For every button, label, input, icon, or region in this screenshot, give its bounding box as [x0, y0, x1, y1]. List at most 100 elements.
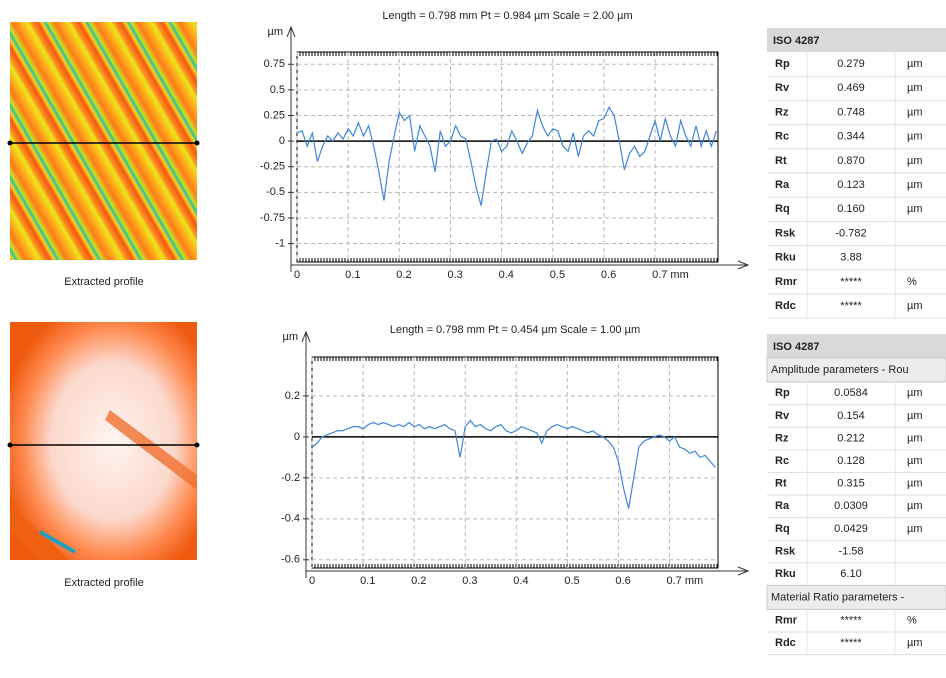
section-header — [766, 357, 946, 383]
x-tick-label: 0.3 — [462, 575, 477, 587]
table-cell: 0.344 — [837, 131, 865, 143]
table-cell: µm — [907, 155, 923, 167]
table-cell: 0.0309 — [834, 500, 868, 512]
y-tick-label: 0 — [279, 135, 285, 147]
table-cell: ***** — [840, 637, 862, 649]
table-cell: Ra — [775, 179, 790, 191]
surface-image-2 — [7, 322, 200, 560]
table-cell: 0.279 — [837, 58, 865, 70]
x-tick-label: 0.2 — [396, 269, 411, 281]
table-cell: 3.88 — [840, 252, 861, 264]
section-header — [766, 584, 946, 610]
y-tick-label: 0.75 — [264, 58, 285, 70]
plot-frame — [311, 356, 719, 569]
x-tick-label: 0.4 — [499, 269, 514, 281]
table-cell: % — [907, 276, 917, 288]
table-cell: µm — [907, 455, 923, 467]
table-cell: Rv — [775, 82, 790, 94]
table-cell: µm — [907, 82, 923, 94]
profile-line — [296, 106, 718, 206]
table-cell: Rt — [775, 478, 787, 490]
table-cell: ***** — [840, 615, 862, 627]
y-tick-label: -0.6 — [281, 554, 300, 566]
x-tick-label: 0.2 — [411, 575, 426, 587]
table-cell: 0.123 — [837, 179, 865, 191]
table-cell: 0.154 — [837, 410, 865, 422]
table-cell: 0.0584 — [834, 387, 868, 399]
table-cell: µm — [907, 500, 923, 512]
table-cell: 0.870 — [837, 155, 865, 167]
x-tick-label: 0.7 mm — [652, 269, 689, 281]
table-cell: µm — [907, 58, 923, 70]
table-cell: Rdc — [775, 300, 796, 312]
table-cell: Rt — [775, 155, 787, 167]
table-cell: µm — [907, 410, 923, 422]
table-cell: 0.469 — [837, 82, 865, 94]
image-caption: Extracted profile — [64, 577, 143, 589]
table-cell: µm — [907, 106, 923, 118]
section-heading: Material Ratio parameters - — [771, 591, 905, 603]
table-cell: Rdc — [775, 637, 796, 649]
y-tick-label: -0.25 — [260, 161, 285, 173]
y-axis-label: µm — [267, 26, 283, 38]
surface-image-1 — [7, 22, 200, 260]
table-header — [767, 334, 946, 358]
table-cell: µm — [907, 523, 923, 535]
x-tick-label: 0.4 — [513, 575, 528, 587]
x-tick-label: 0.6 — [615, 575, 630, 587]
y-tick-label: -1 — [275, 237, 285, 249]
image-caption: Extracted profile — [64, 276, 143, 288]
table-cell: Rz — [775, 106, 789, 118]
table-cell: 0.128 — [837, 455, 865, 467]
chart-title: Length = 0.798 mm Pt = 0.454 µm Scale = … — [390, 324, 640, 336]
table-cell: Rmr — [775, 276, 798, 288]
table-cell: Rmr — [775, 615, 798, 627]
table-title: ISO 4287 — [773, 341, 819, 353]
table-cell: µm — [907, 637, 923, 649]
table-cell: µm — [907, 432, 923, 444]
y-tick-label: -0.2 — [281, 472, 300, 484]
table-cell: 0.748 — [837, 106, 865, 118]
y-tick-label: -0.75 — [260, 212, 285, 224]
table-cell: Ra — [775, 500, 790, 512]
table-cell: 0.160 — [837, 203, 865, 215]
x-tick-label: 0.3 — [447, 269, 462, 281]
table-cell: ***** — [840, 300, 862, 312]
y-axis-arrow — [286, 25, 296, 272]
table-cell: Rq — [775, 203, 790, 215]
x-tick-label: 0.1 — [360, 575, 375, 587]
table-header — [767, 28, 946, 52]
x-tick-label: 0.1 — [345, 269, 360, 281]
y-axis-label: µm — [282, 331, 298, 343]
y-tick-label: -0.5 — [266, 186, 285, 198]
chart-title: Length = 0.798 mm Pt = 0.984 µm Scale = … — [382, 10, 632, 22]
table-cell: Rq — [775, 523, 790, 535]
table-cell: Rc — [775, 131, 789, 143]
section-heading: Amplitude parameters - Rou — [771, 364, 909, 376]
y-tick-label: 0.5 — [270, 84, 285, 96]
x-tick-label: 0.6 — [601, 269, 616, 281]
y-tick-label: 0 — [294, 431, 300, 443]
table-cell: Rp — [775, 58, 790, 70]
table-cell: µm — [907, 478, 923, 490]
table-cell: ***** — [840, 276, 862, 288]
table-title: ISO 4287 — [773, 35, 819, 47]
x-tick-label: 0.7 mm — [666, 575, 703, 587]
y-tick-label: -0.4 — [281, 513, 300, 525]
table-cell: 0.315 — [837, 478, 865, 490]
table-cell: Rp — [775, 387, 790, 399]
table-cell: Rsk — [775, 227, 796, 239]
table-cell: 0.0429 — [834, 523, 868, 535]
table-cell: Rz — [775, 432, 789, 444]
table-cell: µm — [907, 387, 923, 399]
x-tick-label: 0 — [294, 269, 300, 281]
table-cell: 6.10 — [840, 568, 861, 580]
y-tick-label: 0.25 — [264, 109, 285, 121]
x-tick-label: 0.5 — [550, 269, 565, 281]
x-tick-label: 0 — [309, 575, 315, 587]
table-cell: Rku — [775, 568, 796, 580]
table-cell: 0.212 — [837, 432, 865, 444]
table-cell: -1.58 — [838, 545, 863, 557]
x-tick-label: 0.5 — [564, 575, 579, 587]
